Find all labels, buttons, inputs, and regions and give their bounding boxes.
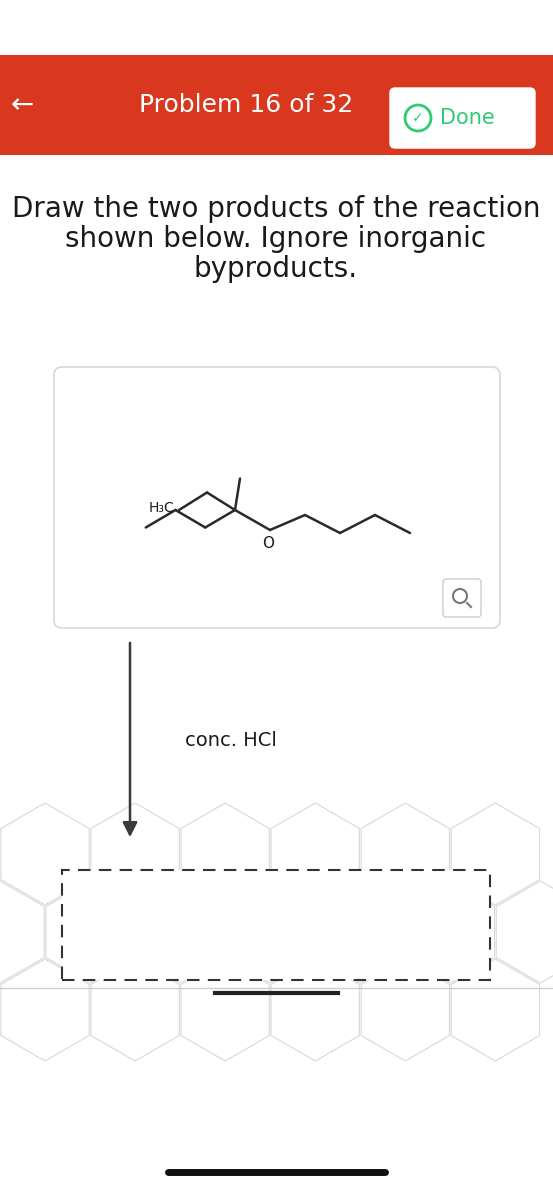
Polygon shape: [316, 881, 404, 983]
Polygon shape: [181, 959, 269, 1061]
Polygon shape: [136, 881, 225, 983]
Polygon shape: [451, 803, 540, 905]
Text: Problem 16 of 32: Problem 16 of 32: [139, 92, 353, 116]
Polygon shape: [91, 959, 179, 1061]
Polygon shape: [406, 881, 494, 983]
Polygon shape: [46, 881, 134, 983]
Polygon shape: [271, 803, 359, 905]
Polygon shape: [91, 803, 179, 905]
Polygon shape: [1, 803, 89, 905]
Text: shown below. Ignore inorganic: shown below. Ignore inorganic: [65, 226, 487, 253]
Bar: [0, 55, 553, 155]
Text: O: O: [262, 536, 274, 552]
Polygon shape: [1, 959, 89, 1061]
FancyBboxPatch shape: [443, 578, 481, 617]
Polygon shape: [361, 959, 450, 1061]
Polygon shape: [361, 803, 450, 905]
Polygon shape: [181, 803, 269, 905]
Text: ✓: ✓: [412, 110, 424, 125]
FancyBboxPatch shape: [54, 367, 500, 628]
Polygon shape: [271, 959, 359, 1061]
Polygon shape: [226, 881, 314, 983]
FancyBboxPatch shape: [390, 88, 535, 148]
Text: byproducts.: byproducts.: [194, 254, 358, 283]
Polygon shape: [451, 959, 540, 1061]
Text: H₃C: H₃C: [148, 502, 174, 515]
Text: Done: Done: [440, 108, 495, 128]
Text: ←: ←: [11, 91, 34, 119]
Text: conc. HCl: conc. HCl: [185, 731, 277, 750]
Polygon shape: [496, 881, 553, 983]
Text: Draw the two products of the reaction: Draw the two products of the reaction: [12, 194, 540, 223]
Bar: [62, 870, 490, 980]
Polygon shape: [0, 881, 44, 983]
